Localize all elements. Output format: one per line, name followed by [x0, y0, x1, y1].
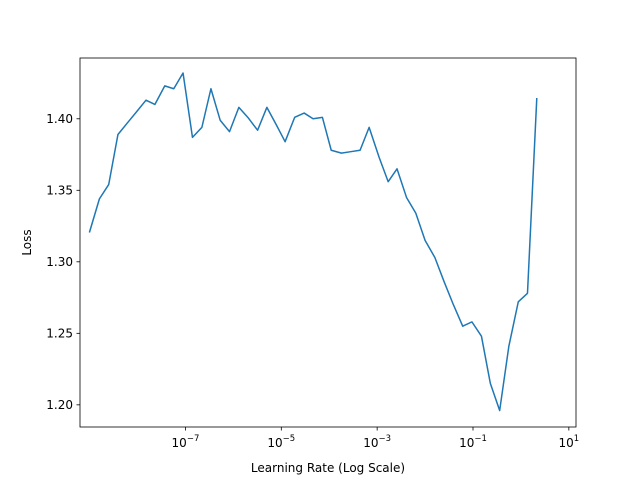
x-tick-label: 101: [558, 434, 579, 450]
y-tick-label: 1.35: [46, 183, 73, 197]
y-tick-label: 1.30: [46, 255, 73, 269]
y-tick-label: 1.40: [46, 112, 73, 126]
x-tick-label: 10−3: [363, 434, 391, 450]
plot-frame: [79, 57, 577, 428]
plot-area: [80, 58, 576, 427]
y-axis: 1.20 1.25 1.30 1.35 1.40: [46, 112, 80, 412]
x-tick-label: 10−1: [459, 434, 487, 450]
y-tick-label: 1.25: [46, 326, 73, 340]
series-line-loss: [88, 72, 538, 412]
x-axis: 10−7 10−5 10−3 10−1 101: [172, 427, 579, 450]
x-axis-label: Learning Rate (Log Scale): [251, 461, 405, 475]
x-tick-label: 10−7: [172, 434, 200, 450]
x-tick-label: 10−5: [267, 434, 295, 450]
y-axis-label: Loss: [20, 229, 34, 255]
y-tick-label: 1.20: [46, 398, 73, 412]
